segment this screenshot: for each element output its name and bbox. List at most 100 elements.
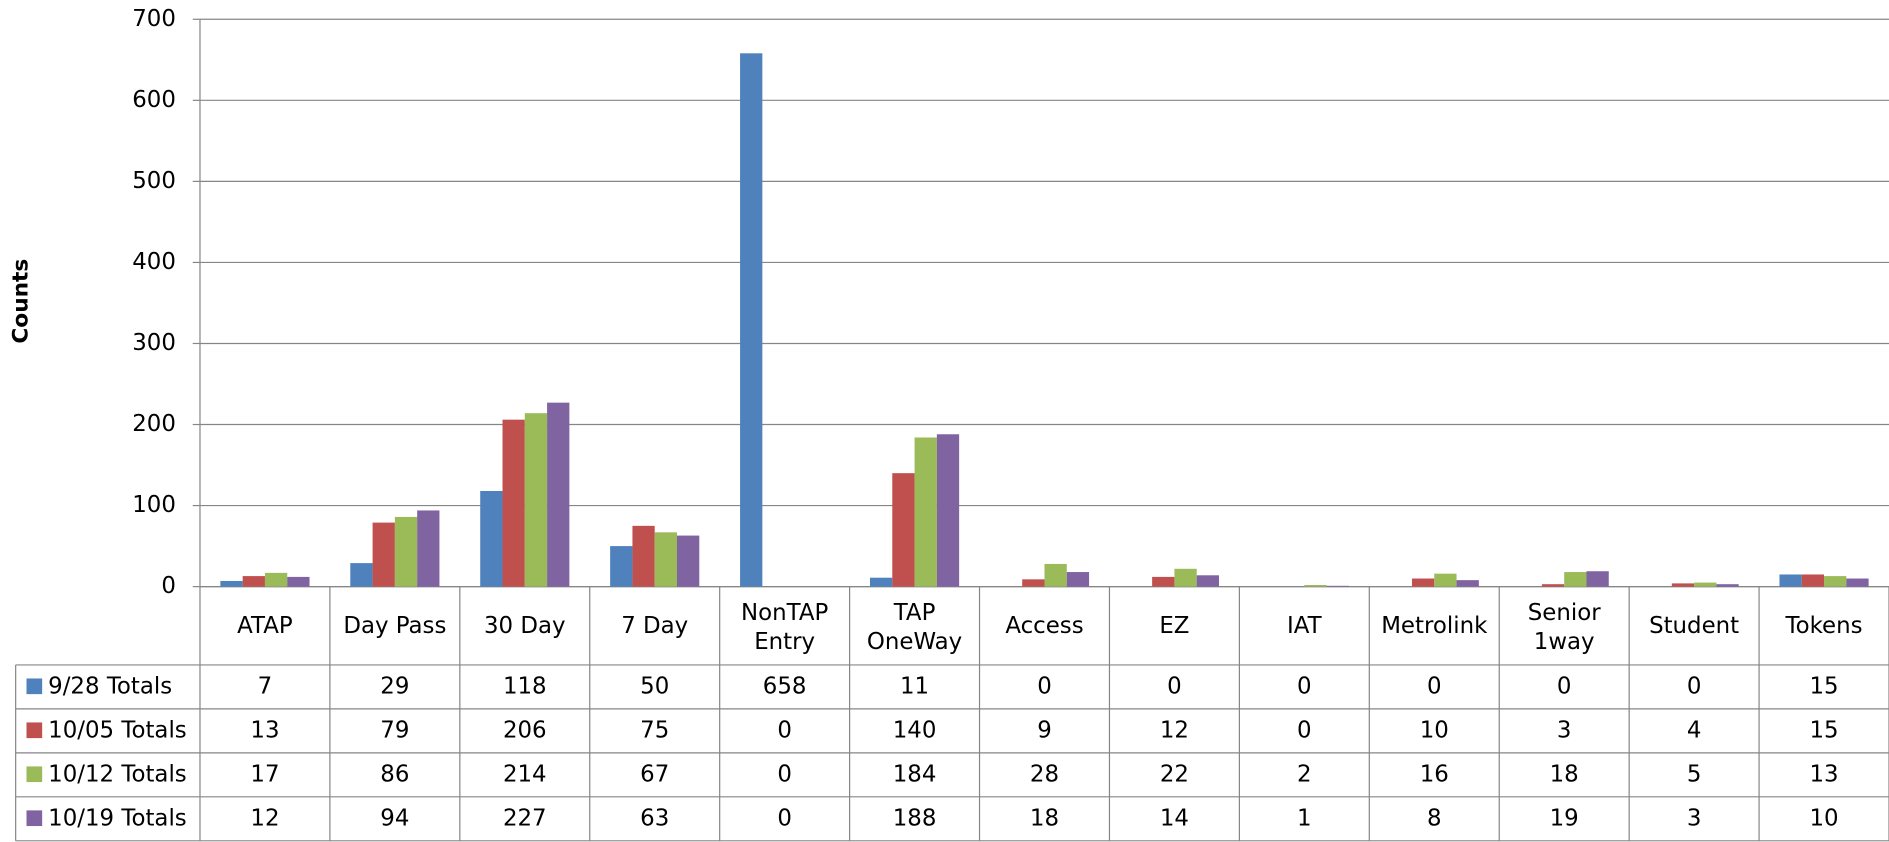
table-value: 188 [893, 805, 937, 831]
table-value: 28 [1030, 761, 1059, 787]
table-value: 14 [1160, 805, 1189, 831]
bar [1152, 576, 1175, 587]
bar [502, 419, 525, 587]
bar [610, 546, 633, 587]
bar [1022, 579, 1045, 587]
x-tick-label: Senior 1way [1528, 600, 1601, 655]
bar [1694, 582, 1717, 587]
table-value: 94 [380, 805, 409, 831]
legend-swatch [26, 766, 43, 783]
x-tick-label: Day Pass [343, 613, 446, 639]
table-value: 0 [1427, 673, 1442, 699]
bar [394, 516, 418, 587]
bar [1411, 578, 1435, 587]
legend-label: 10/05 Totals [48, 717, 187, 743]
bar [677, 535, 700, 587]
y-tick-label: 100 [132, 492, 176, 518]
bar [740, 53, 763, 587]
bar [654, 532, 678, 587]
x-tick-label: Tokens [1785, 613, 1863, 639]
bar [1801, 574, 1825, 587]
bar [1304, 585, 1327, 587]
table-value: 12 [1160, 717, 1189, 743]
table-value: 0 [1297, 717, 1312, 743]
x-tick-label: ATAP [237, 613, 293, 639]
table-value: 67 [640, 761, 669, 787]
bar [1066, 572, 1090, 587]
table-value: 118 [503, 673, 547, 699]
bar [1564, 572, 1587, 587]
x-tick-label: Metrolink [1381, 613, 1488, 639]
table-value: 8 [1427, 805, 1442, 831]
y-tick-label: 400 [132, 249, 176, 275]
x-tick-label: Access [1005, 613, 1083, 639]
bar [264, 572, 288, 587]
table-value: 184 [893, 761, 937, 787]
y-tick-label: 0 [161, 573, 176, 599]
y-tick-label: 700 [132, 6, 176, 32]
legend-swatch [26, 722, 43, 739]
table-value: 15 [1809, 673, 1838, 699]
bar [220, 580, 243, 587]
table-value: 658 [763, 673, 807, 699]
table-value: 214 [503, 761, 547, 787]
x-tick-label: 30 Day [484, 613, 566, 639]
table-value: 0 [777, 717, 792, 743]
table-value: 12 [250, 805, 279, 831]
legend-label: 10/19 Totals [48, 805, 187, 831]
table-value: 11 [900, 673, 929, 699]
table-value: 63 [640, 805, 669, 831]
y-tick-label: 500 [132, 168, 176, 194]
bar [1196, 575, 1219, 587]
bar [1779, 574, 1802, 587]
table-value: 140 [893, 717, 937, 743]
table-value: 17 [250, 761, 279, 787]
bar [914, 437, 937, 587]
table-value: 75 [640, 717, 669, 743]
x-tick-label: NonTAP Entry [741, 600, 828, 655]
bar [869, 577, 893, 587]
table-value: 0 [1297, 673, 1312, 699]
bar [1671, 583, 1695, 587]
table-value: 1 [1297, 805, 1312, 831]
table-value: 10 [1420, 717, 1449, 743]
bar [372, 522, 395, 587]
bar [350, 563, 373, 587]
table-value: 4 [1687, 717, 1702, 743]
table-value: 13 [1809, 761, 1838, 787]
table-value: 10 [1809, 805, 1838, 831]
table-value: 0 [1037, 673, 1052, 699]
table-value: 16 [1420, 761, 1449, 787]
y-axis-label: Counts [9, 259, 34, 344]
bar [1541, 584, 1565, 587]
bar [1434, 573, 1457, 587]
x-tick-label: 7 Day [621, 613, 688, 639]
table-value: 7 [258, 673, 273, 699]
bar [1456, 580, 1479, 587]
bar [936, 434, 960, 587]
y-tick-label: 300 [132, 330, 176, 356]
table-value: 5 [1687, 761, 1702, 787]
table-value: 227 [503, 805, 547, 831]
table-value: 13 [250, 717, 279, 743]
table-value: 0 [1557, 673, 1572, 699]
table-value: 3 [1687, 805, 1702, 831]
table-value: 2 [1297, 761, 1312, 787]
y-tick-label: 200 [132, 411, 176, 437]
table-value: 22 [1160, 761, 1189, 787]
table-value: 79 [380, 717, 409, 743]
table-value: 15 [1809, 717, 1838, 743]
table-value: 0 [777, 805, 792, 831]
bar [1824, 576, 1847, 587]
table-value: 0 [777, 761, 792, 787]
legend-swatch [26, 678, 43, 695]
bar [287, 576, 310, 587]
table-value: 50 [640, 673, 669, 699]
bar [547, 402, 570, 587]
bar [417, 510, 440, 587]
table-value: 19 [1550, 805, 1579, 831]
legend-label: 9/28 Totals [48, 673, 172, 699]
x-tick-label: EZ [1159, 613, 1189, 639]
x-tick-label: Student [1649, 613, 1739, 639]
